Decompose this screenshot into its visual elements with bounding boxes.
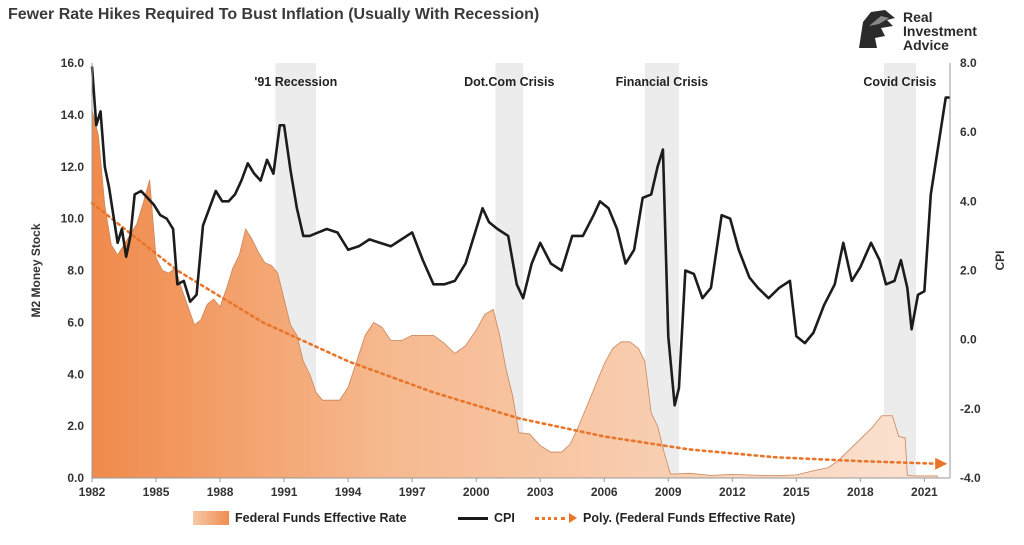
left-axis-title: M2 Money Stock: [29, 223, 43, 317]
brand-logo: Real Investment Advice: [855, 8, 1015, 54]
left-tick-label: 2.0: [67, 419, 84, 433]
legend-item-fed-funds: Federal Funds Effective Rate: [193, 511, 407, 525]
x-tick-label: 1982: [79, 485, 106, 499]
left-tick-label: 0.0: [67, 471, 84, 485]
legend-swatch-area: [193, 511, 229, 525]
left-tick-label: 6.0: [67, 315, 84, 329]
trendline-arrow-icon: [935, 457, 948, 470]
legend-swatch-line: [458, 516, 488, 520]
legend-swatch-dotted: [535, 516, 565, 520]
left-tick-label: 4.0: [67, 367, 84, 381]
right-axis-title: CPI: [993, 250, 1007, 270]
cpi-line: [90, 66, 950, 407]
logo-line-2: Investment: [903, 23, 977, 39]
trendline-layer: [90, 201, 948, 470]
x-tick-label: 2012: [719, 485, 746, 499]
x-tick-label: 2009: [655, 485, 682, 499]
legend-arrow-icon: [569, 513, 577, 523]
x-tick-label: 1994: [335, 485, 362, 499]
logo-text: Real Investment Advice: [903, 10, 977, 52]
legend-label-cpi: CPI: [494, 511, 515, 525]
x-tick-label: 1985: [143, 485, 170, 499]
left-tick-label: 10.0: [61, 212, 85, 226]
x-tick-label: 1997: [399, 485, 426, 499]
chart-title: Fewer Rate Hikes Required To Bust Inflat…: [8, 6, 540, 23]
x-tick-label: 2015: [783, 485, 810, 499]
legend-label-poly: Poly. (Federal Funds Effective Rate): [583, 511, 796, 525]
x-tick-label: 2006: [591, 485, 618, 499]
left-tick-label: 12.0: [61, 160, 85, 174]
logo-line-3: Advice: [903, 37, 949, 53]
right-tick-label: -2.0: [960, 402, 981, 416]
right-tick-label: 8.0: [960, 56, 977, 70]
x-tick-label: 2003: [527, 485, 554, 499]
legend-item-cpi: CPI: [458, 511, 515, 525]
right-tick-label: 6.0: [960, 125, 977, 139]
x-tick-label: 2021: [911, 485, 938, 499]
right-tick-label: 0.0: [960, 333, 977, 347]
recession-label: Covid Crisis: [863, 75, 936, 89]
right-tick-label: 2.0: [960, 264, 977, 278]
annotation-layer: '91 Recession Dot.Com Crisis Financial Cri…: [254, 75, 936, 89]
axes-layer: 0.0 2.0 4.0 6.0 8.0 10.0 12.0 14.0 16.0 -4.0 -2.0 0…: [29, 56, 1007, 499]
cpi-line-layer: [90, 66, 950, 407]
x-tick-label: 2000: [463, 485, 490, 499]
x-tick-label: 2018: [847, 485, 874, 499]
eagle-icon: [859, 10, 895, 48]
right-tick-label: -4.0: [960, 471, 981, 485]
legend: Federal Funds Effective Rate CPI Poly. (…: [0, 508, 1024, 530]
left-tick-label: 14.0: [61, 108, 85, 122]
logo-line-1: Real: [903, 9, 933, 25]
x-tick-label: 1991: [271, 485, 298, 499]
recession-label: '91 Recession: [254, 75, 337, 89]
right-tick-label: 4.0: [960, 194, 977, 208]
legend-item-poly: Poly. (Federal Funds Effective Rate): [535, 511, 795, 525]
recession-label: Financial Crisis: [616, 75, 708, 89]
fed-funds-area-layer: [91, 109, 938, 479]
recession-label: Dot.Com Crisis: [464, 75, 554, 89]
fed-funds-area: [91, 109, 938, 479]
left-tick-label: 16.0: [61, 56, 85, 70]
left-tick-label: 8.0: [67, 264, 84, 278]
legend-label-fed-funds: Federal Funds Effective Rate: [235, 511, 407, 525]
x-tick-label: 1988: [207, 485, 234, 499]
poly-trendline: [90, 201, 939, 466]
recession-band: [883, 63, 916, 478]
